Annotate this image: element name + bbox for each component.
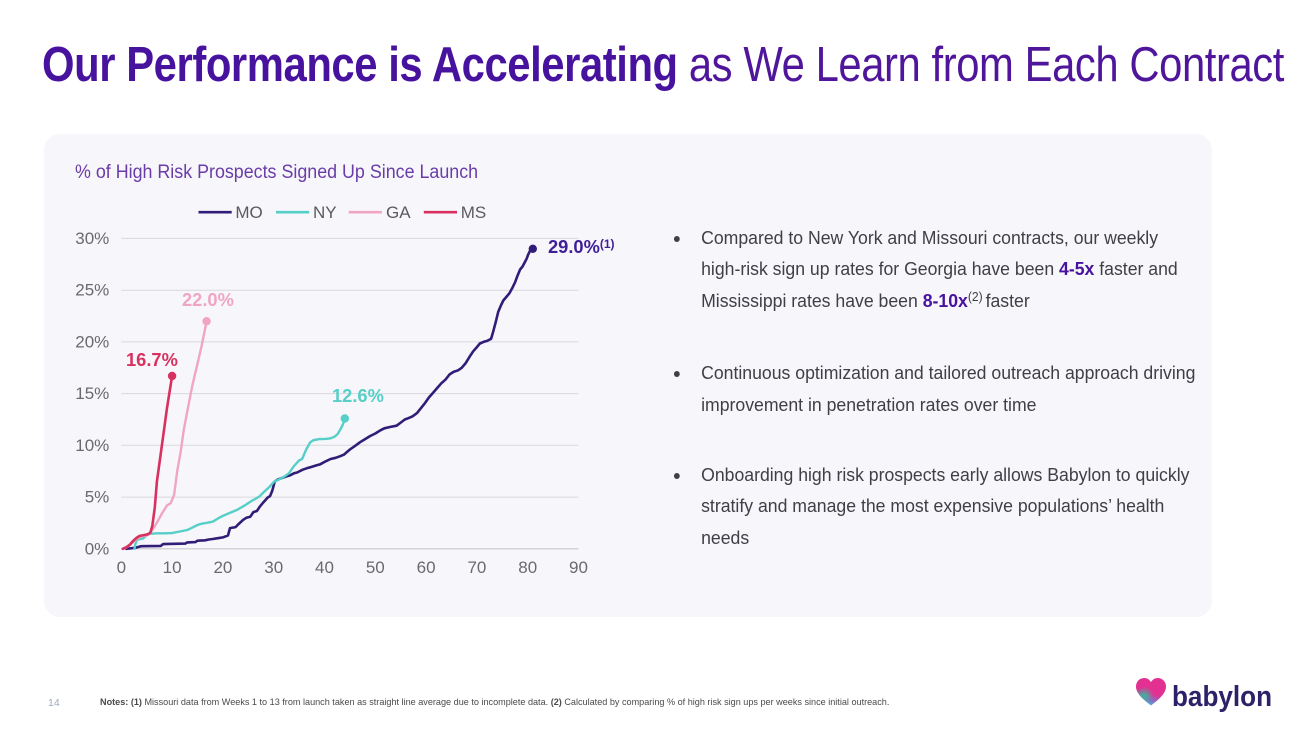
- svg-text:29.0%(1): 29.0%(1): [548, 236, 615, 257]
- svg-text:MS: MS: [461, 203, 487, 222]
- svg-text:0%: 0%: [85, 539, 110, 558]
- svg-text:16.7%: 16.7%: [126, 349, 178, 370]
- svg-text:15%: 15%: [75, 384, 109, 403]
- svg-text:5%: 5%: [85, 488, 110, 507]
- svg-text:25%: 25%: [75, 281, 109, 300]
- svg-text:70: 70: [467, 558, 486, 577]
- svg-text:10: 10: [163, 558, 182, 577]
- svg-text:12.6%: 12.6%: [332, 385, 384, 406]
- svg-text:MO: MO: [235, 203, 262, 222]
- svg-text:GA: GA: [386, 203, 411, 222]
- svg-text:80: 80: [518, 558, 537, 577]
- svg-text:30: 30: [264, 558, 283, 577]
- svg-text:50: 50: [366, 558, 385, 577]
- svg-text:20%: 20%: [75, 332, 109, 351]
- svg-text:10%: 10%: [75, 436, 109, 455]
- svg-text:40: 40: [315, 558, 334, 577]
- svg-text:babylon: babylon: [1172, 681, 1272, 713]
- svg-text:NY: NY: [313, 203, 337, 222]
- svg-text:60: 60: [417, 558, 436, 577]
- svg-text:30%: 30%: [75, 229, 109, 248]
- svg-text:0: 0: [117, 558, 126, 577]
- svg-text:22.0%: 22.0%: [182, 289, 234, 310]
- svg-text:90: 90: [569, 558, 588, 577]
- svg-text:20: 20: [213, 558, 232, 577]
